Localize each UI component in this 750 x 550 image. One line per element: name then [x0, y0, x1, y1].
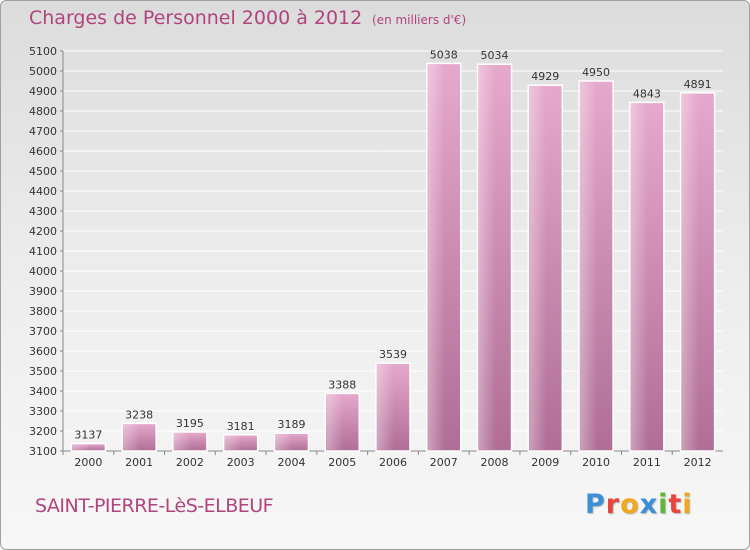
bar-value-label: 3137 — [74, 429, 102, 442]
y-tick-label: 4700 — [29, 125, 57, 138]
x-tick-label: 2001 — [125, 456, 153, 469]
proxiti-logo: Proxiti — [585, 489, 693, 520]
y-tick-label: 3700 — [29, 325, 57, 338]
bar-highlight — [580, 82, 598, 450]
bar-highlight — [123, 424, 141, 450]
logo-letter: i — [658, 489, 669, 520]
bar-highlight — [72, 444, 90, 450]
y-tick-label: 3400 — [29, 385, 57, 398]
x-tick-label: 2002 — [176, 456, 204, 469]
x-tick-label: 2000 — [74, 456, 102, 469]
bar-highlight — [478, 65, 496, 450]
x-tick-label: 2011 — [633, 456, 661, 469]
y-tick-label: 4500 — [29, 165, 57, 178]
y-tick-label: 3300 — [29, 405, 57, 418]
bar-value-label: 3388 — [328, 378, 356, 391]
y-tick-label: 5100 — [29, 45, 57, 58]
bar-highlight — [275, 434, 293, 450]
y-tick-label: 4200 — [29, 225, 57, 238]
bar-highlight — [326, 394, 344, 450]
bar-highlight — [529, 86, 547, 450]
y-tick-label: 4800 — [29, 105, 57, 118]
logo-letter: r — [605, 489, 621, 520]
y-tick-label: 4000 — [29, 265, 57, 278]
chart-unit: (en milliers d'€) — [372, 13, 467, 27]
y-tick-label: 3900 — [29, 285, 57, 298]
bar-highlight — [630, 103, 648, 451]
x-tick-label: 2004 — [277, 456, 305, 469]
y-tick-label: 3200 — [29, 425, 57, 438]
x-tick-label: 2005 — [328, 456, 356, 469]
bar-value-label: 4891 — [684, 78, 712, 91]
bar-value-label: 3238 — [125, 408, 153, 421]
x-tick-label: 2009 — [531, 456, 559, 469]
logo-letter: i — [682, 489, 693, 520]
axis-layer: 3100 3200 3300 3400 3500 3600 3700 3800 3900 4000… — [29, 45, 723, 458]
y-tick-label: 4400 — [29, 185, 57, 198]
bar-value-label: 3189 — [277, 418, 305, 431]
bar-value-label: 4929 — [531, 70, 559, 83]
bar-highlight — [224, 435, 242, 450]
y-tick-label: 3500 — [29, 365, 57, 378]
y-tick-label: 4900 — [29, 85, 57, 98]
x-tick-label: 2012 — [684, 456, 712, 469]
bar-value-label: 3181 — [227, 420, 255, 433]
bar-value-label: 4843 — [633, 87, 661, 100]
x-tick-label: 2006 — [379, 456, 407, 469]
commune-name: SAINT-PIERRE-LèS-ELBEUF — [35, 495, 274, 517]
y-tick-label: 4100 — [29, 245, 57, 258]
chart-title: Charges de Personnel 2000 à 2012 — [29, 7, 363, 29]
bar-value-label: 5038 — [430, 48, 458, 61]
x-tick-label: 2008 — [481, 456, 509, 469]
label-layer: 3137 2000 3238 2001 3195 2002 3181 2003 3189 2004… — [74, 48, 711, 469]
logo-letter: t — [668, 489, 683, 520]
bar-value-label: 4950 — [582, 66, 610, 79]
logo-letter: x — [639, 489, 659, 520]
y-tick-label: 3600 — [29, 345, 57, 358]
y-tick-label: 5000 — [29, 65, 57, 78]
bar-highlight — [173, 433, 191, 450]
x-tick-label: 2010 — [582, 456, 610, 469]
logo-letter: P — [585, 489, 606, 520]
y-tick-label: 4300 — [29, 205, 57, 218]
x-tick-label: 2003 — [227, 456, 255, 469]
bar-highlight — [681, 93, 699, 451]
bar-layer — [70, 62, 716, 452]
bar-value-label: 3195 — [176, 417, 204, 430]
bar-value-label: 3539 — [379, 348, 407, 361]
bar-highlight — [377, 364, 394, 450]
bar-highlight — [427, 64, 445, 451]
y-tick-label: 3800 — [29, 305, 57, 318]
y-tick-label: 4600 — [29, 145, 57, 158]
y-tick-label: 3100 — [29, 445, 57, 458]
x-tick-label: 2007 — [430, 456, 458, 469]
logo-letter: o — [620, 489, 640, 520]
bar-value-label: 5034 — [481, 49, 509, 62]
